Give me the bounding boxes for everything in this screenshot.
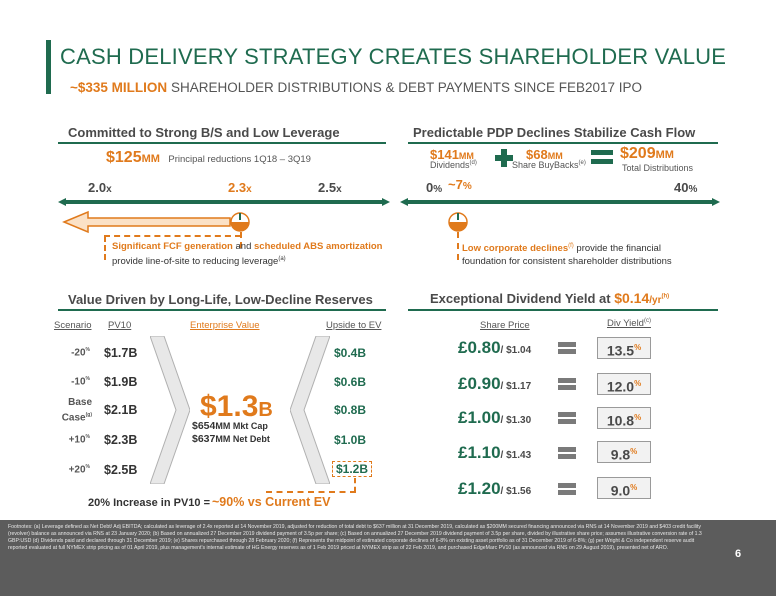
reduce-leverage-arrow	[62, 210, 231, 234]
dividends-label: Dividends(d)	[430, 160, 477, 170]
col-share-price: Share Price	[480, 320, 530, 331]
price-row-1: £0.80/ $1.04	[458, 338, 532, 357]
upside-row-3: $0.8B	[334, 403, 367, 417]
leverage-heading: Committed to Strong B/S and Low Leverage	[68, 125, 340, 140]
subtitle-highlight: ~$335 MILLION	[70, 80, 168, 95]
total-label: Total Distributions	[622, 163, 694, 173]
col-enterprise-value: Enterprise Value	[190, 320, 260, 331]
plus-icon	[495, 149, 513, 167]
upside-row-5: $1.2B	[332, 461, 373, 477]
scenario-row-5: +20%	[68, 464, 90, 476]
leverage-amount: $125MM Principal reductions 1Q18 – 3Q19	[106, 149, 311, 166]
dividend-heading: Exceptional Dividend Yield at $0.14/yr(h…	[430, 290, 670, 306]
yield-row-4: 9.8%	[597, 441, 651, 463]
leverage-amount-note: Principal reductions 1Q18 – 3Q19	[168, 154, 311, 165]
pdp-heading: Predictable PDP Declines Stabilize Cash …	[413, 125, 696, 140]
upside-row-4: $1.0B	[334, 433, 367, 447]
scenario-row-4: +10%	[68, 434, 90, 446]
footer-band	[0, 520, 776, 596]
col-scenario: Scenario	[54, 320, 92, 331]
equals-icon	[558, 342, 576, 354]
equals-icon	[558, 412, 576, 424]
reserves-heading-rule	[58, 309, 386, 311]
pv10-row-4: $2.3B	[104, 433, 138, 447]
col-div-yield: Div Yield(c)	[607, 318, 651, 330]
equals-icon	[558, 378, 576, 390]
price-row-2: £0.90/ $1.17	[458, 374, 532, 393]
buybacks-amount: $68MM	[526, 147, 563, 162]
upside-row-1: $0.4B	[334, 346, 367, 360]
col-pv10: PV10	[108, 320, 132, 331]
price-row-3: £1.00/ $1.30	[458, 408, 532, 427]
upside-row-2: $0.6B	[334, 375, 367, 389]
page-subtitle: ~$335 MILLION SHAREHOLDER DISTRIBUTIONS …	[70, 80, 642, 95]
footnotes-text: Footnotes: (a) Leverage defined as Net D…	[8, 524, 702, 551]
pv10-row-2: $1.9B	[104, 375, 138, 389]
price-row-4: £1.10/ $1.43	[458, 443, 532, 462]
leverage-note: Significant FCF generation and scheduled…	[112, 241, 383, 268]
leverage-scale-graphic	[58, 198, 390, 234]
pv10-increase-label: 20% Increase in PV10 =	[88, 497, 210, 509]
pdp-tick-mid: ~7%	[448, 177, 472, 192]
scenario-row-1: -20%	[71, 347, 90, 359]
pdp-heading-rule	[408, 142, 718, 144]
page-number: 6	[735, 548, 742, 560]
total-amount: $209MM	[620, 145, 674, 162]
equals-icon	[591, 150, 613, 164]
leverage-scale-bar	[66, 200, 382, 204]
subtitle-text: SHAREHOLDER DISTRIBUTIONS & DEBT PAYMENT…	[170, 80, 643, 95]
leverage-tick-right: 2.5x	[318, 180, 342, 195]
scenario-row-3: Base Case(g)	[61, 397, 92, 424]
dividends-amount: $141MM	[430, 147, 474, 162]
pdp-tick-right: 40%	[674, 180, 698, 195]
dividend-heading-rule	[408, 309, 718, 311]
leverage-tick-mid: 2.3x	[228, 180, 252, 195]
leverage-tick-left: 2.0x	[88, 180, 112, 195]
pv10-row-3: $2.1B	[104, 403, 138, 417]
pdp-note: Low corporate declines(f) provide the fi…	[462, 243, 672, 268]
right-chevron-graphic	[290, 336, 330, 484]
equals-icon	[558, 447, 576, 459]
yield-row-2: 12.0%	[597, 373, 651, 395]
leverage-marker-fill	[231, 222, 249, 231]
scale-left-arrowhead	[58, 198, 66, 206]
scenario-row-2: -10%	[71, 376, 90, 388]
buybacks-label: Share BuyBacks(e)	[512, 160, 586, 170]
net-debt: $637MM Net Debt	[192, 433, 270, 445]
yield-row-1: 13.5%	[597, 337, 651, 359]
pv10-row-5: $2.5B	[104, 463, 138, 477]
scale-right-arrowhead	[382, 198, 390, 206]
page-title: CASH DELIVERY STRATEGY CREATES SHAREHOLD…	[60, 44, 727, 69]
yield-row-3: 10.8%	[597, 407, 651, 429]
market-cap: $654MM Mkt Cap	[192, 420, 268, 432]
pdp-scale-graphic	[400, 198, 720, 232]
title-accent-bar	[46, 40, 51, 94]
pdp-marker-fill	[449, 222, 467, 231]
pdp-tick-left: 0%	[426, 180, 443, 195]
left-chevron-graphic	[150, 336, 190, 484]
yield-row-5: 9.0%	[597, 477, 651, 499]
pdp-scale-bar	[408, 200, 712, 204]
price-row-5: £1.20/ $1.56	[458, 479, 532, 498]
enterprise-value: $1.3B	[200, 390, 273, 423]
col-upside: Upside to EV	[326, 320, 382, 331]
equals-icon	[558, 483, 576, 495]
upside-vs-ev: ~90% vs Current EV	[212, 495, 331, 509]
pdp-scale-left-arrowhead	[400, 198, 408, 206]
leverage-heading-rule	[58, 142, 386, 144]
pv10-row-1: $1.7B	[104, 346, 138, 360]
pdp-scale-right-arrowhead	[712, 198, 720, 206]
reserves-heading: Value Driven by Long-Life, Low-Decline R…	[68, 292, 373, 307]
